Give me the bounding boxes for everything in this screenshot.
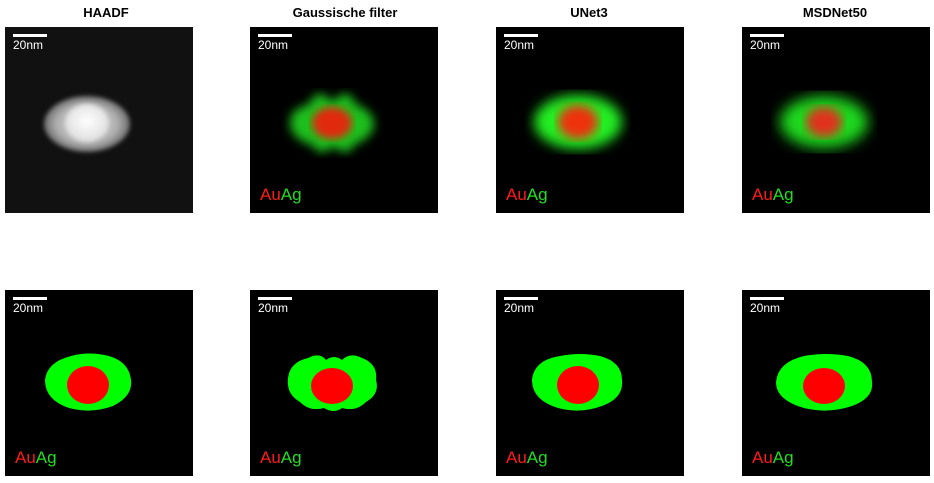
legend-ag: Ag <box>527 185 548 204</box>
panel-haadf-segmentation: 20nm AuAg <box>5 290 193 476</box>
scale-bar <box>750 34 784 37</box>
panel-gaussian-filter-map: 20nm AuAg <box>250 27 438 213</box>
legend-ag: Ag <box>773 448 794 467</box>
column-title-msdnet50: MSDNet50 <box>740 5 930 20</box>
panel-msdnet50-map: 20nm AuAg <box>742 27 930 213</box>
legend-au: Au <box>506 185 527 204</box>
legend-au: Au <box>752 448 773 467</box>
legend-ag: Ag <box>527 448 548 467</box>
panel-msdnet50-segmentation: 20nm AuAg <box>742 290 930 476</box>
scale-bar-label: 20nm <box>258 301 288 315</box>
scale-bar <box>258 297 292 300</box>
scale-bar <box>504 34 538 37</box>
scale-bar-label: 20nm <box>750 38 780 52</box>
panel-gaussian-filter-segmentation: 20nm AuAg <box>250 290 438 476</box>
scale-bar <box>258 34 292 37</box>
scale-bar <box>750 297 784 300</box>
scale-bar <box>13 297 47 300</box>
element-legend: AuAg <box>506 185 548 205</box>
legend-au: Au <box>260 185 281 204</box>
column-title-unet3: UNet3 <box>494 5 684 20</box>
panel-haadf-image: 20nm <box>5 27 193 213</box>
legend-ag: Ag <box>281 185 302 204</box>
scale-bar <box>504 297 538 300</box>
element-legend: AuAg <box>752 448 794 468</box>
scale-bar-label: 20nm <box>258 38 288 52</box>
element-legend: AuAg <box>752 185 794 205</box>
scale-bar-label: 20nm <box>750 301 780 315</box>
legend-au: Au <box>260 448 281 467</box>
element-legend: AuAg <box>15 448 57 468</box>
legend-au: Au <box>752 185 773 204</box>
element-legend: AuAg <box>506 448 548 468</box>
scale-bar-label: 20nm <box>13 301 43 315</box>
scale-bar-label: 20nm <box>13 38 43 52</box>
scale-bar-label: 20nm <box>504 301 534 315</box>
column-title-gaussian-filter: Gaussische filter <box>250 5 440 20</box>
legend-ag: Ag <box>281 448 302 467</box>
legend-ag: Ag <box>773 185 794 204</box>
legend-au: Au <box>15 448 36 467</box>
scale-bar <box>13 34 47 37</box>
element-legend: AuAg <box>260 448 302 468</box>
panel-unet3-segmentation: 20nm AuAg <box>496 290 684 476</box>
scale-bar-label: 20nm <box>504 38 534 52</box>
legend-au: Au <box>506 448 527 467</box>
legend-ag: Ag <box>36 448 57 467</box>
element-legend: AuAg <box>260 185 302 205</box>
column-title-haadf: HAADF <box>11 5 201 20</box>
haadf-particle-image <box>5 27 193 213</box>
panel-unet3-map: 20nm AuAg <box>496 27 684 213</box>
